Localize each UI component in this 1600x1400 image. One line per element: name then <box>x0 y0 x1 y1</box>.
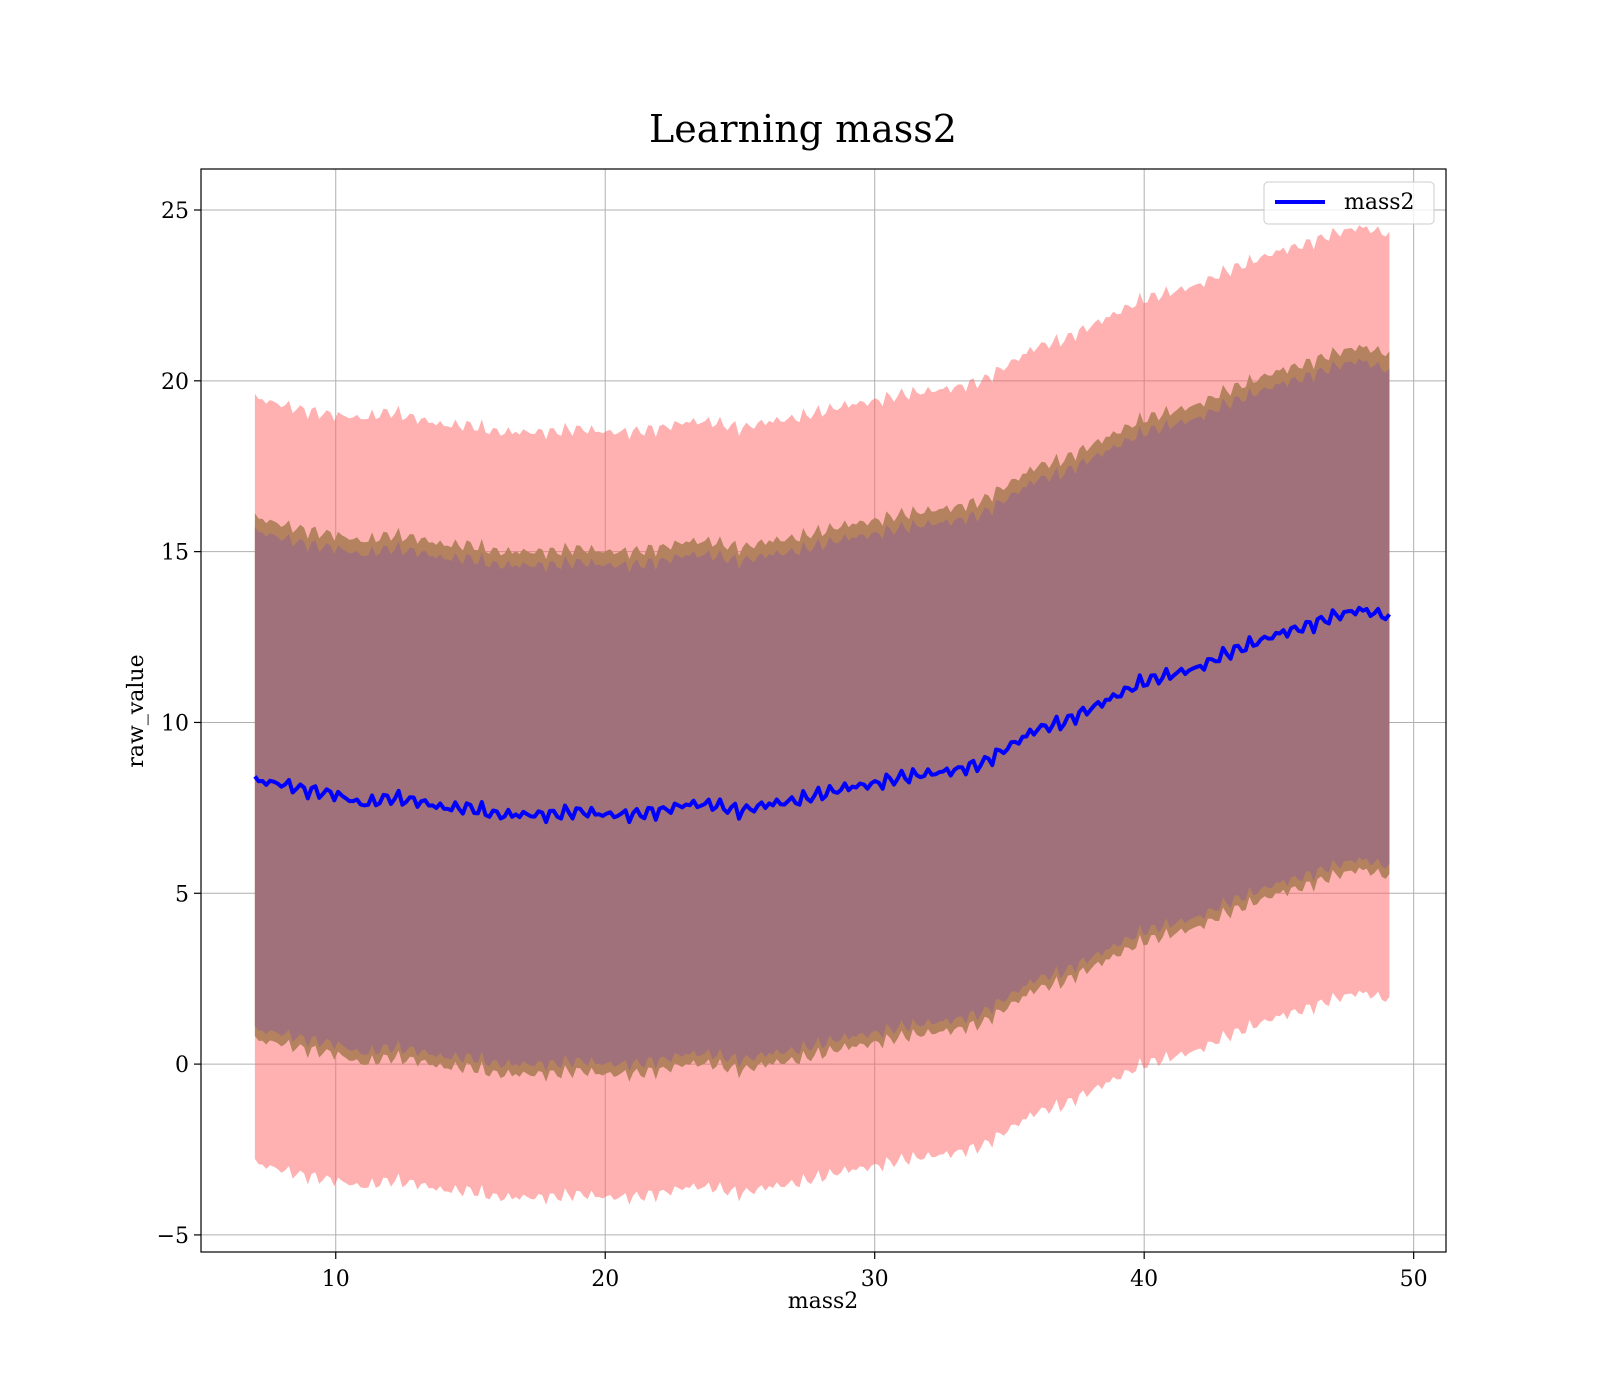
y-tick-label: 25 <box>161 199 189 224</box>
y-ticks: −5 0 5 10 15 20 25 <box>157 199 201 1249</box>
legend-label-mass2: mass2 <box>1344 190 1415 215</box>
plot-frame <box>200 168 1447 1253</box>
x-axis-label: mass2 <box>788 1289 859 1314</box>
x-tick-label: 10 <box>322 1267 350 1292</box>
series-line-mass2 <box>253 605 1391 825</box>
x-ticks: 10 20 30 40 50 <box>322 1252 1428 1292</box>
series-lines <box>253 605 1391 825</box>
legend-box <box>1263 181 1435 225</box>
bands <box>254 225 1390 1205</box>
y-axis-label: raw_value <box>124 654 149 767</box>
y-tick-label: 20 <box>161 370 189 395</box>
x-tick-label: 30 <box>861 1267 889 1292</box>
x-tick-label: 40 <box>1130 1267 1158 1292</box>
y-tick-label: 5 <box>175 882 189 907</box>
y-tick-label: 0 <box>175 1053 189 1078</box>
chart-title: Learning mass2 <box>649 107 957 151</box>
x-tick-label: 20 <box>591 1267 619 1292</box>
y-tick-label: −5 <box>157 1224 189 1249</box>
x-tick-label: 50 <box>1400 1267 1428 1292</box>
band-inner <box>254 358 1390 1072</box>
y-tick-label: 15 <box>161 541 189 566</box>
legend: mass2 <box>1263 181 1435 225</box>
y-tick-label: 10 <box>161 711 189 736</box>
